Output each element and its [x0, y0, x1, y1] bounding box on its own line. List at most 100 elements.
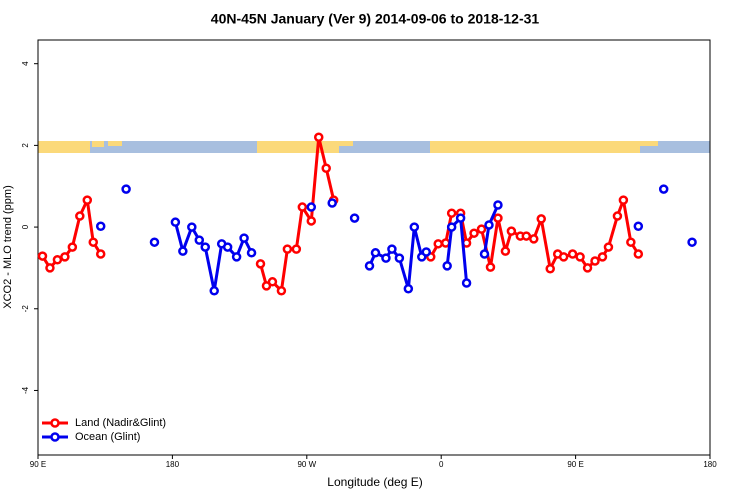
data-point	[306, 216, 317, 226]
data-point	[461, 238, 472, 248]
data-point	[239, 233, 249, 243]
data-point	[60, 252, 70, 262]
data-point	[88, 237, 99, 247]
data-point	[618, 195, 629, 205]
data-point	[297, 202, 308, 212]
data-point	[479, 249, 490, 259]
data-point	[381, 253, 391, 263]
data-point	[178, 246, 188, 256]
data-point	[95, 249, 106, 259]
data-point	[575, 252, 585, 262]
legend-marker	[50, 418, 60, 428]
data-point	[194, 235, 205, 245]
data-point	[536, 214, 547, 224]
data-point	[364, 261, 375, 271]
land-strip	[108, 141, 122, 146]
y-tick-label: 0	[21, 224, 30, 229]
data-point	[321, 163, 331, 174]
data-point	[440, 238, 451, 248]
land-strip	[339, 141, 353, 146]
plot-frame	[37, 39, 711, 456]
data-point	[149, 237, 160, 247]
data-point	[291, 244, 302, 254]
y-tick-label: -4	[21, 386, 30, 394]
data-point	[500, 246, 511, 256]
chart-title: 40N-45N January (Ver 9) 2014-09-06 to 20…	[211, 11, 540, 27]
y-tick-label: -2	[21, 305, 30, 313]
data-point	[446, 222, 457, 232]
data-point	[313, 132, 324, 142]
land-strip	[92, 141, 104, 147]
data-point	[633, 221, 644, 232]
land-strip	[640, 141, 658, 146]
data-point	[403, 284, 414, 294]
data-point	[187, 222, 197, 232]
data-point	[37, 251, 48, 261]
data-point	[282, 244, 293, 254]
data-point	[506, 226, 517, 236]
data-point	[658, 184, 669, 194]
data-point	[493, 200, 503, 210]
data-point	[255, 259, 266, 269]
x-tick-label: 90 E	[567, 460, 583, 469]
land-strip	[430, 141, 640, 153]
data-point	[612, 211, 623, 221]
data-point	[433, 239, 443, 249]
x-tick-label: 90 E	[30, 460, 46, 469]
data-point	[231, 252, 242, 262]
data-point	[121, 184, 131, 194]
data-point	[95, 221, 106, 232]
data-point	[261, 281, 272, 291]
data-point	[461, 278, 472, 288]
x-tick-label: 0	[439, 460, 444, 469]
data-point	[446, 208, 457, 218]
data-point	[597, 252, 608, 262]
data-point	[626, 237, 636, 247]
data-point	[687, 237, 697, 247]
data-point	[349, 213, 360, 223]
data-point	[246, 248, 257, 258]
data-point	[394, 253, 405, 263]
data-point	[222, 242, 233, 252]
data-point	[590, 256, 600, 266]
data-point	[493, 213, 503, 223]
data-point	[387, 244, 397, 254]
data-point	[455, 213, 466, 223]
y-axis-label: XCO2 - MLO trend (ppm)	[2, 185, 14, 308]
data-point	[442, 261, 452, 271]
y-tick-label: 4	[21, 61, 30, 66]
data-point	[82, 195, 93, 205]
legend-marker	[50, 432, 60, 442]
data-point	[469, 228, 479, 238]
data-point	[52, 255, 63, 265]
data-point	[409, 222, 420, 232]
data-point	[545, 263, 555, 274]
data-point	[67, 242, 78, 252]
data-point	[370, 248, 381, 258]
data-point	[421, 247, 432, 257]
data-point	[476, 224, 487, 234]
data-point	[209, 286, 219, 296]
data-point	[200, 242, 211, 252]
data-point	[603, 242, 614, 252]
y-tick-label: 2	[21, 143, 30, 148]
x-tick-label: 180	[166, 460, 180, 469]
legend-label: Ocean (Glint)	[75, 431, 140, 443]
data-point	[45, 263, 55, 273]
land-ocean-band	[38, 141, 710, 153]
data-point	[267, 277, 278, 287]
data-point	[327, 198, 337, 208]
data-point	[75, 211, 85, 221]
data-point	[485, 262, 496, 272]
data-point	[306, 202, 317, 212]
data-point	[521, 231, 532, 241]
data-point	[633, 249, 644, 259]
land-strip	[38, 141, 90, 153]
data-point	[529, 234, 539, 244]
data-point	[567, 249, 578, 259]
data-point	[558, 252, 569, 262]
data-point	[276, 286, 287, 296]
data-point	[582, 263, 593, 273]
data-point	[484, 220, 494, 230]
